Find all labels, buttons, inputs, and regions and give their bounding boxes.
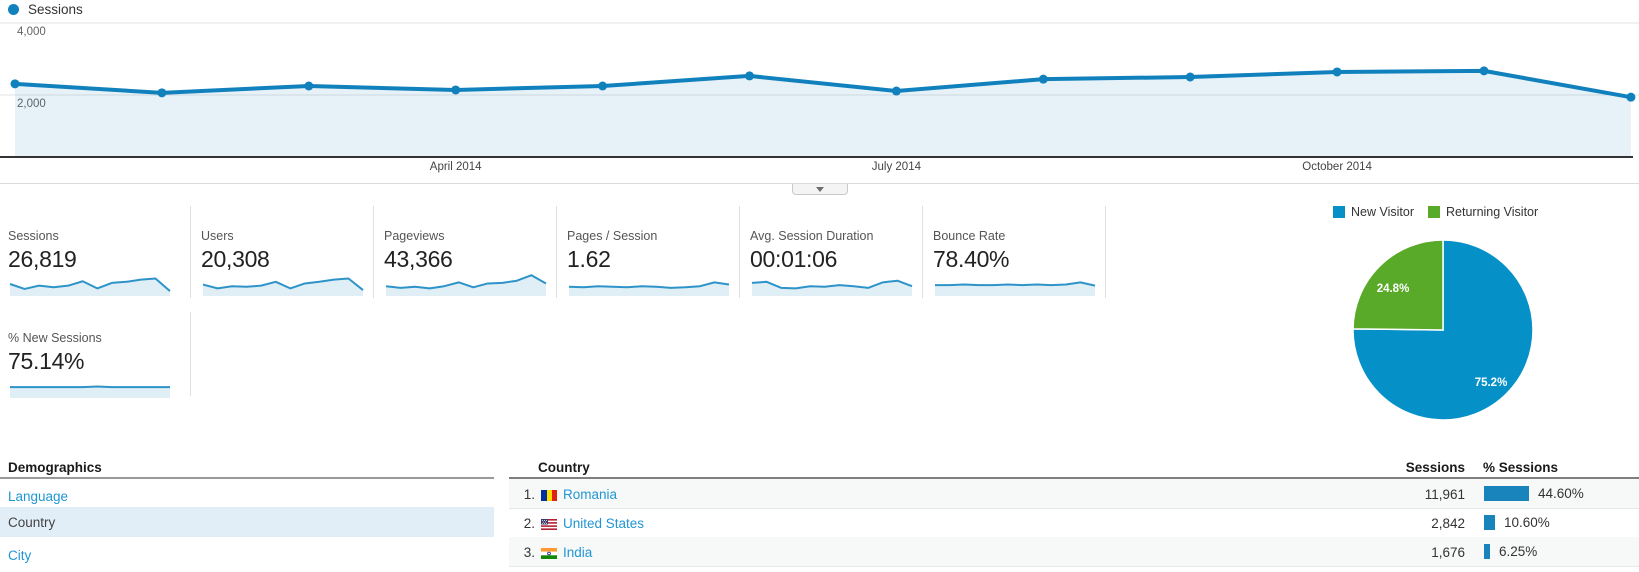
sessions-value: 11,961: [1424, 487, 1465, 502]
metric-sparkline: [202, 277, 364, 296]
india-flag-icon: [541, 546, 557, 559]
timeline-legend-label: Sessions: [28, 2, 83, 17]
pie-label-returning: 24.8%: [1376, 283, 1410, 295]
timeline-legend: Sessions: [8, 2, 83, 17]
y-tick-2000: 2,000: [17, 98, 46, 110]
metric-value: 20,308: [201, 246, 270, 272]
sessions-value: 1,676: [1431, 545, 1465, 560]
x-tick-april-2014: April 2014: [429, 161, 482, 173]
x-tick-july-2014: July 2014: [871, 161, 921, 173]
united-states-flag-icon: [541, 517, 557, 530]
metric-sparkline: [10, 385, 170, 398]
column-header-pct-sessions[interactable]: % Sessions: [1483, 460, 1559, 475]
sidebar-item-country-selected[interactable]: [0, 507, 494, 537]
row-background: [509, 537, 1639, 566]
card-divider: [922, 206, 923, 298]
chart-collapse-tab[interactable]: [792, 184, 848, 195]
chevron-down-icon: [816, 186, 824, 192]
table-header-rule: [509, 477, 1639, 479]
sidebar-item-language[interactable]: Language: [8, 489, 69, 504]
metric-sparkline: [568, 281, 730, 296]
row-rank: 3.: [523, 545, 535, 560]
new-visitor-swatch-icon: [1333, 206, 1345, 218]
metric-card-sessions: Sessions 26,819: [8, 229, 174, 296]
pct-sessions-bar: [1484, 515, 1495, 530]
column-header-sessions[interactable]: Sessions: [1405, 460, 1465, 475]
metric-card--new-sessions: % New Sessions 75.14%: [8, 331, 174, 398]
sessions-series-dot-icon: [8, 4, 19, 15]
returning-visitor-legend-label: Returning Visitor: [1446, 205, 1539, 219]
card-divider: [190, 312, 191, 396]
pct-sessions-value: 10.60%: [1504, 515, 1550, 530]
metric-value: 75.14%: [8, 348, 85, 374]
row-separator: [509, 508, 1639, 509]
country-link-india[interactable]: India: [563, 545, 593, 560]
column-header-country[interactable]: Country: [538, 460, 590, 475]
metric-card-pageviews: Pageviews 43,366: [384, 229, 550, 296]
metric-label: Avg. Session Duration: [750, 229, 874, 243]
card-divider: [739, 206, 740, 298]
metric-value: 1.62: [567, 246, 611, 272]
metric-value: 43,366: [384, 246, 453, 272]
new-visitor-legend-label: New Visitor: [1351, 205, 1414, 219]
country-link-united-states[interactable]: United States: [563, 516, 645, 531]
card-divider: [373, 206, 374, 298]
pct-sessions-cell: 6.25%: [1484, 544, 1537, 559]
pie-legend-returning-visitor: Returning Visitor: [1428, 205, 1538, 219]
metric-label: % New Sessions: [8, 331, 102, 345]
metric-card-bounce-rate: Bounce Rate 78.40%: [933, 229, 1099, 296]
metric-card-pages-session: Pages / Session 1.62: [567, 229, 733, 296]
pie-legend-new-visitor: New Visitor: [1333, 205, 1414, 219]
x-tick-october-2014: October 2014: [1302, 161, 1372, 173]
pct-sessions-cell: 10.60%: [1484, 515, 1550, 530]
pct-sessions-value: 6.25%: [1499, 544, 1538, 559]
pie-label-new: 75.2%: [1474, 377, 1508, 389]
metric-value: 00:01:06: [750, 246, 838, 272]
metric-label: Pageviews: [384, 229, 445, 243]
metric-sparkline: [9, 277, 171, 296]
metric-label: Sessions: [8, 229, 59, 243]
pct-sessions-bar: [1484, 544, 1490, 559]
metric-label: Bounce Rate: [933, 229, 1006, 243]
card-divider: [190, 206, 191, 298]
metric-label: Users: [201, 229, 234, 243]
row-rank: 1.: [523, 487, 535, 502]
metric-value: 26,819: [8, 246, 77, 272]
metric-card-avg-session-duration: Avg. Session Duration 00:01:06: [750, 229, 916, 296]
pct-sessions-cell: 44.60%: [1484, 486, 1584, 501]
sessions-timeline-chart: [0, 22, 1639, 158]
metric-card-users: Users 20,308: [201, 229, 367, 296]
demographics-title-rule: [0, 477, 494, 479]
metric-sparkline: [385, 274, 547, 296]
country-link-romania[interactable]: Romania: [563, 487, 618, 502]
sidebar-item-country-label: Country: [8, 515, 56, 530]
row-rank: 2.: [523, 516, 535, 531]
romania-flag-icon: [541, 488, 557, 501]
metric-value: 78.40%: [933, 246, 1010, 272]
row-background: [509, 479, 1639, 508]
y-tick-4000: 4,000: [17, 26, 46, 38]
row-separator: [509, 566, 1639, 567]
sessions-value: 2,842: [1431, 516, 1465, 531]
metric-label: Pages / Session: [567, 229, 658, 243]
metric-sparkline: [935, 281, 1096, 296]
sidebar-item-city[interactable]: City: [8, 548, 32, 563]
pct-sessions-value: 44.60%: [1538, 486, 1584, 501]
card-divider: [1105, 206, 1106, 298]
metric-sparkline: [751, 279, 913, 296]
pct-sessions-bar: [1484, 486, 1529, 501]
returning-visitor-swatch-icon: [1428, 206, 1440, 218]
visitor-type-pie-chart: [1352, 239, 1534, 421]
chart-section-divider: [0, 183, 1639, 184]
demographics-title: Demographics: [8, 460, 102, 475]
card-divider: [556, 206, 557, 298]
